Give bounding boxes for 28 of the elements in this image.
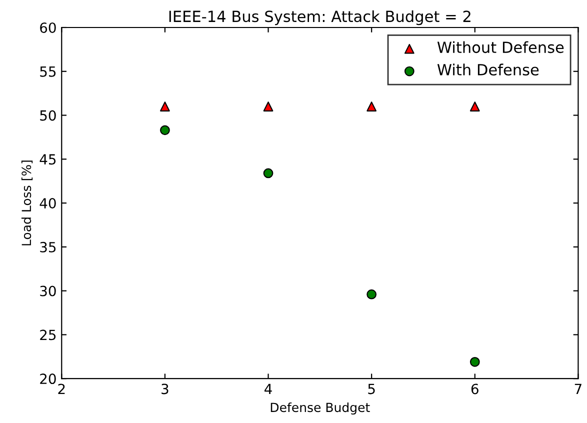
point bbox=[366, 289, 377, 300]
legend-label: With Defense bbox=[437, 64, 539, 76]
x-tick-label: 3 bbox=[162, 384, 168, 394]
y-tick-label: 40 bbox=[40, 198, 56, 209]
y-tick-label: 45 bbox=[40, 154, 56, 165]
point bbox=[470, 356, 480, 367]
y-tick-label: 55 bbox=[40, 66, 56, 77]
y-tick-label: 25 bbox=[40, 330, 56, 340]
x-tick-label: 7 bbox=[574, 384, 582, 394]
y-tick-label: 20 bbox=[40, 374, 56, 384]
legend-label: Without Defense bbox=[437, 41, 564, 54]
point bbox=[160, 125, 170, 136]
y-axis-title: Load Loss [%] bbox=[21, 160, 33, 246]
point bbox=[263, 168, 274, 178]
point bbox=[263, 102, 274, 112]
point bbox=[470, 102, 480, 112]
y-tick-label: 35 bbox=[40, 242, 56, 252]
point bbox=[366, 102, 377, 112]
y-tick-label: 60 bbox=[40, 22, 56, 33]
y-tick-label: 30 bbox=[40, 286, 56, 296]
x-tick-label: 6 bbox=[471, 384, 478, 394]
x-axis-title: Defense Budget bbox=[270, 402, 370, 415]
x-tick-label: 2 bbox=[58, 384, 65, 394]
point bbox=[160, 102, 170, 112]
chart-title: IEEE-14 Bus System: Attack Budget = 2 bbox=[169, 10, 470, 26]
x-tick-label: 5 bbox=[368, 384, 375, 394]
x-tick-label: 4 bbox=[264, 384, 272, 394]
y-tick-label: 50 bbox=[40, 110, 56, 121]
